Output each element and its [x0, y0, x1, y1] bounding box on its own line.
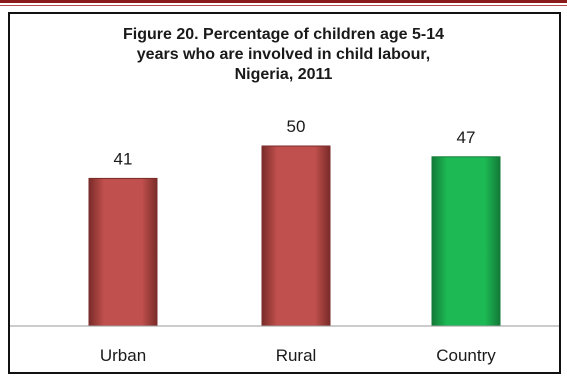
chart-title-line-2: years who are involved in child labour, — [136, 46, 431, 63]
chart-title-line-1: Figure 20. Percentage of children age 5-… — [123, 26, 444, 43]
data-label-rural: 50 — [287, 117, 306, 136]
data-label-country: 47 — [457, 128, 476, 147]
top-decorative-rule — [0, 0, 567, 3]
data-label-urban: 41 — [114, 149, 133, 168]
x-tick-label-urban: Urban — [100, 346, 146, 365]
top-decorative-rule-thin — [0, 5, 567, 6]
chart-title: Figure 20. Percentage of children age 5-… — [0, 25, 567, 85]
bar-country — [431, 156, 501, 327]
x-tick-label-rural: Rural — [276, 346, 317, 365]
bars-layer — [88, 145, 501, 327]
bar-urban — [88, 177, 158, 327]
bar-rural — [261, 145, 331, 327]
labels-layer: 41 Urban 50 Rural 47 Country — [100, 117, 496, 365]
chart-title-line-3: Nigeria, 2011 — [234, 66, 333, 83]
x-tick-label-country: Country — [436, 346, 496, 365]
